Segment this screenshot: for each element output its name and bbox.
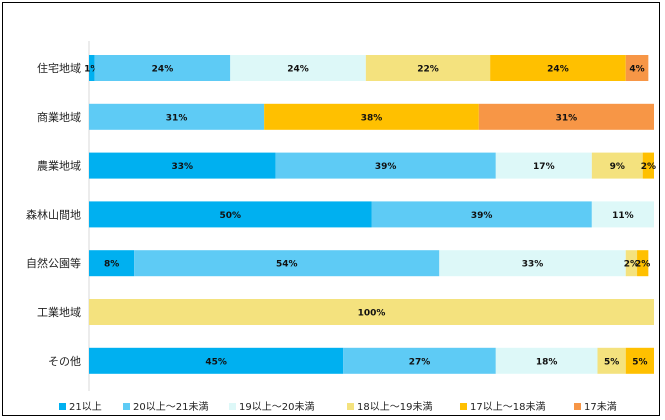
data-label: 1% [84, 65, 99, 75]
bar-segment [89, 250, 135, 277]
category-label: その他 [48, 355, 81, 368]
data-label: 39% [471, 211, 493, 221]
data-label: 17% [533, 162, 555, 172]
bar-segment [365, 55, 491, 81]
data-label: 8% [104, 260, 119, 270]
data-label: 5% [632, 357, 647, 367]
bar-segment [343, 347, 496, 374]
legend-label: 17未満 [584, 401, 617, 413]
data-label: 39% [375, 162, 397, 172]
data-label: 9% [610, 162, 625, 172]
data-label: 24% [547, 65, 569, 75]
category-label: 住宅地域 [37, 61, 81, 75]
legend-swatch [460, 403, 467, 410]
bar-segment [230, 55, 366, 81]
legend-swatch [347, 403, 354, 410]
bar-segment [478, 103, 654, 130]
legend-label: 21以上 [69, 401, 102, 413]
bar-segment [625, 55, 649, 81]
bar-segment [637, 250, 649, 277]
data-label: 24% [287, 65, 309, 75]
data-label: 5% [604, 357, 619, 367]
bar-segment [89, 152, 276, 179]
bar-segment [134, 250, 440, 277]
data-label: 2% [624, 260, 639, 270]
bar-segment [597, 347, 626, 374]
legend-label: 18以上～19未満 [357, 401, 432, 413]
chart-frame: 住宅地域 1% 24% 24% 22% 24% 4% 商業地域 31% 38% 31% 農業地域 33%… [2, 2, 660, 416]
data-label: 2% [635, 260, 650, 270]
bar-segment [275, 152, 496, 179]
data-label: 31% [556, 113, 578, 123]
data-label: 27% [409, 357, 431, 367]
bar-segment [495, 152, 592, 179]
legend-swatch [59, 403, 66, 410]
category-label: 自然公園等 [26, 256, 81, 270]
category-label: 森林山間地 [26, 207, 81, 221]
data-label: 50% [219, 211, 241, 221]
category-label: 商業地域 [37, 110, 81, 124]
bar-segment [642, 152, 654, 179]
data-label: 31% [166, 113, 188, 123]
bar-segment [89, 299, 654, 325]
data-label: 24% [152, 65, 174, 75]
legend-swatch [229, 403, 236, 410]
legend-swatch [574, 403, 581, 410]
data-label: 22% [417, 65, 439, 75]
bar-segment [495, 347, 598, 374]
data-label: 33% [171, 162, 193, 172]
data-label: 100% [358, 309, 386, 319]
bar-segment [89, 55, 95, 81]
data-label: 38% [361, 113, 383, 123]
bar-segment [591, 152, 643, 179]
legend-label: 20以上～21未満 [133, 401, 208, 413]
bar-segment [625, 347, 654, 374]
bar-segment [264, 103, 479, 130]
bar-segment [89, 201, 372, 228]
data-label: 4% [629, 65, 644, 75]
bar-segment [94, 55, 231, 81]
data-label: 11% [612, 211, 634, 221]
data-label: 33% [522, 260, 544, 270]
bar-segment [89, 103, 265, 130]
legend-label: 19以上～20未満 [239, 401, 314, 413]
bar-segment [371, 201, 592, 228]
category-label: 農業地域 [37, 159, 81, 173]
legend-swatch [123, 403, 130, 410]
bar-segment [490, 55, 626, 81]
data-label: 54% [276, 260, 298, 270]
bar-segment [439, 250, 626, 277]
category-label: 工業地域 [37, 306, 81, 319]
bar-segment [625, 250, 638, 277]
legend-label: 17以上～18未満 [470, 401, 545, 413]
data-label: 45% [205, 357, 227, 367]
bar-segment [591, 201, 654, 228]
data-label: 18% [536, 357, 558, 367]
data-label: 2% [641, 162, 656, 172]
stacked-bar-chart: 住宅地域 1% 24% 24% 22% 24% 4% 商業地域 31% 38% 31% 農業地域 33%… [26, 41, 656, 413]
bar-segment [89, 347, 344, 374]
